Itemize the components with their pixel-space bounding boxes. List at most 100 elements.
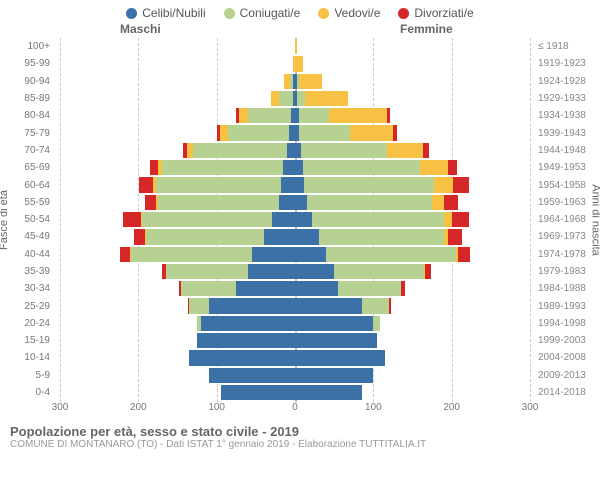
year-label: 1959-1963 [538,197,600,208]
segment [281,177,295,192]
segment [295,56,303,71]
segment [295,264,334,279]
header-male: Maschi [120,22,161,36]
x-tick: 200 [130,402,147,413]
x-tick: 200 [443,402,460,413]
male-bar [189,350,295,365]
bar-area [60,125,530,140]
age-row: 0-42014-2018 [0,384,600,401]
age-row: 20-241994-1998 [0,315,600,332]
segment [295,160,303,175]
bar-area [60,160,530,175]
segment [448,160,457,175]
segment [209,298,295,313]
segment [283,160,295,175]
legend-label: Vedovi/e [334,6,380,20]
female-bar [295,247,470,262]
year-label: 1929-1933 [538,93,600,104]
segment [295,39,297,54]
segment [166,264,248,279]
bar-area [60,316,530,331]
age-row: 60-64 1954-1958 [0,176,600,193]
year-label: 1924-1928 [538,76,600,87]
bar-area [60,108,530,123]
age-row: 10-142004-2008 [0,349,600,366]
segment [299,108,329,123]
bar-area [60,385,530,400]
segment [305,91,348,106]
segment [295,281,338,296]
age-row: 85-89 1929-1933 [0,90,600,107]
segment [373,316,379,331]
male-bar [188,298,295,313]
segment [295,385,362,400]
age-row: 15-191999-2003 [0,332,600,349]
x-tick: 0 [292,402,298,413]
segment [458,247,470,262]
segment [146,229,264,244]
age-row: 55-591959-1963 [0,194,600,211]
segment [425,264,431,279]
age-row: 65-691949-1953 [0,159,600,176]
year-label: 1989-1993 [538,301,600,312]
segment [307,195,432,210]
segment [221,385,295,400]
segment [329,108,388,123]
year-label: 1979-1983 [538,266,600,277]
legend-swatch [318,8,329,19]
bar-area [60,333,530,348]
bar-area [60,298,530,313]
male-bar [150,160,295,175]
female-bar [295,385,362,400]
bar-area [60,368,530,383]
age-label: 60-64 [0,180,50,191]
bar-area [60,195,530,210]
segment [338,281,401,296]
legend-swatch [126,8,137,19]
footer: Popolazione per età, sesso e stato civil… [0,418,600,450]
year-label: 1954-1958 [538,180,600,191]
age-row: 30-341984-1988 [0,280,600,297]
age-label: 50-54 [0,214,50,225]
age-label: 100+ [0,41,50,52]
legend-item: Divorziati/e [398,6,473,20]
age-label: 75-79 [0,128,50,139]
bar-area [60,74,530,89]
segment [326,247,455,262]
segment [423,143,429,158]
year-label: 2014-2018 [538,387,600,398]
male-bar [209,368,295,383]
segment [312,212,444,227]
bar-area [60,177,530,192]
segment [444,212,452,227]
segment [448,229,462,244]
female-bar [295,333,377,348]
segment [279,195,295,210]
female-bar [295,298,391,313]
age-label: 85-89 [0,93,50,104]
female-bar [295,74,322,89]
year-label: ≤ 1918 [538,41,600,52]
segment [279,91,293,106]
female-bar [295,143,429,158]
year-label: 1969-1973 [538,231,600,242]
segment [389,298,391,313]
age-row: 50-541964-1968 [0,211,600,228]
female-bar [295,177,469,192]
bar-area [60,212,530,227]
age-label: 70-74 [0,145,50,156]
year-label: 1944-1948 [538,145,600,156]
female-bar [295,160,457,175]
segment [387,108,389,123]
bar-area [60,143,530,158]
segment [134,229,146,244]
segment [272,212,296,227]
legend-item: Celibi/Nubili [126,6,205,20]
male-bar [271,91,295,106]
age-label: 5-9 [0,370,50,381]
segment [239,108,248,123]
legend-swatch [224,8,235,19]
year-label: 2004-2008 [538,352,600,363]
male-bar [217,125,295,140]
segment [142,212,271,227]
